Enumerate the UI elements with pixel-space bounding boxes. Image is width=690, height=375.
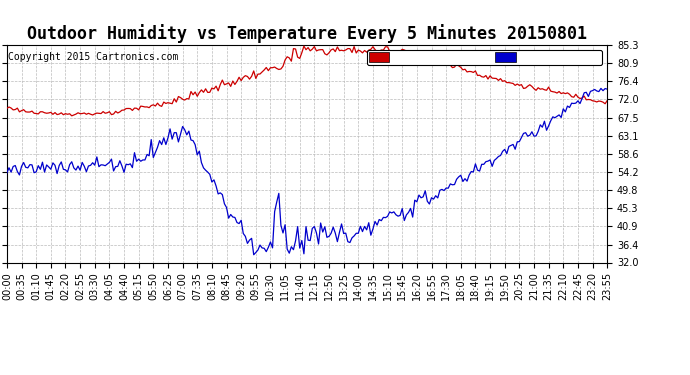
Text: Copyright 2015 Cartronics.com: Copyright 2015 Cartronics.com [8, 51, 178, 62]
Title: Outdoor Humidity vs Temperature Every 5 Minutes 20150801: Outdoor Humidity vs Temperature Every 5 … [27, 24, 587, 44]
Legend: Temperature (°F), Humidity  (%): Temperature (°F), Humidity (%) [366, 50, 602, 64]
